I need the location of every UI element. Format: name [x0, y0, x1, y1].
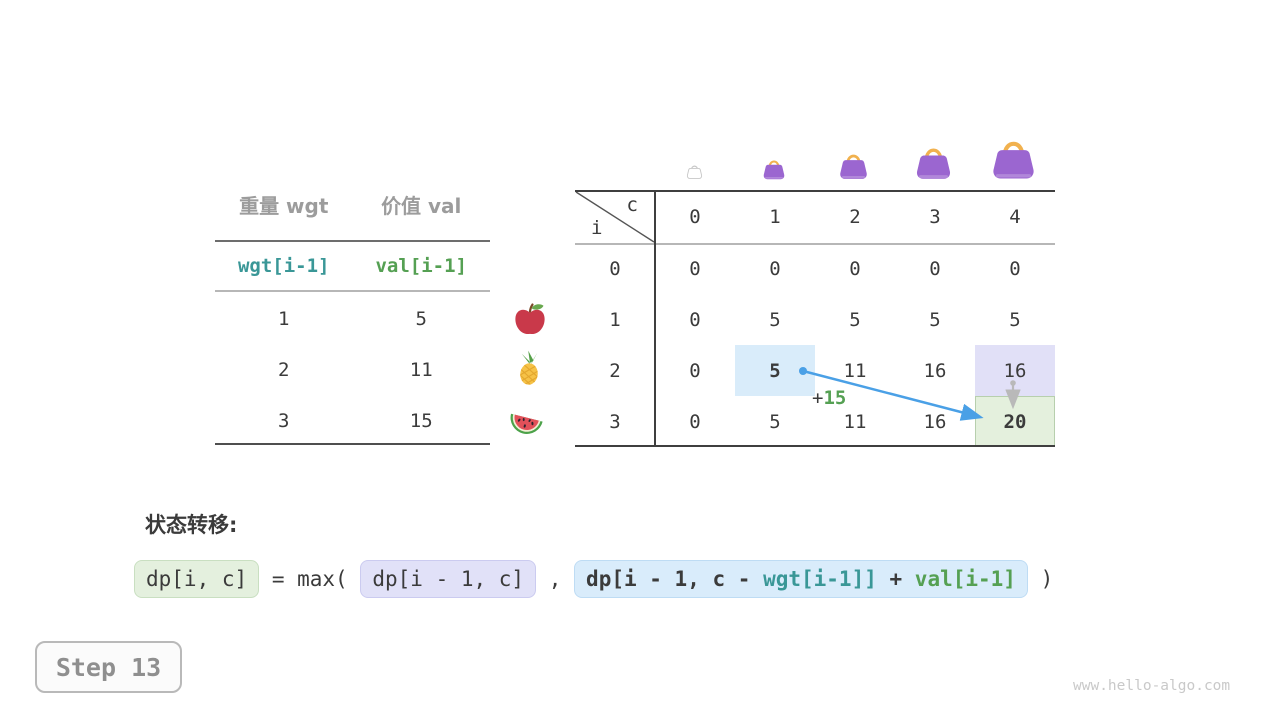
items-row-2: 2 11: [215, 344, 490, 395]
bag-large-icon: [914, 143, 953, 180]
spacer: [1028, 567, 1041, 591]
dp-cell-3-0: 0: [689, 410, 701, 433]
spacer: [348, 567, 361, 591]
dp-cell-1-2: 5: [849, 308, 861, 331]
equals-sign: [259, 567, 272, 591]
option2-wgt-term: wgt[i-1]]: [763, 567, 877, 591]
dp-cell-2-0: 0: [689, 359, 701, 382]
dp-row-header-3: 3: [609, 410, 621, 433]
dp-cell-1-4: 5: [1009, 308, 1021, 331]
transition-formula: dp[i, c] = max( dp[i - 1, c] , dp[i - 1,…: [134, 560, 1053, 598]
comma-token: ,: [548, 567, 562, 591]
items-table-rule-top: [215, 240, 490, 242]
dp-cell-2-1: 5: [769, 359, 781, 382]
formula-lhs-box: dp[i, c]: [134, 560, 260, 598]
items-table-rule-middle: [215, 290, 490, 292]
dp-cell-3-1: 5: [769, 410, 781, 433]
dp-cell-0-3: 0: [929, 257, 941, 280]
dp-cell-1-3: 5: [929, 308, 941, 331]
step-badge: Step 13: [35, 641, 182, 693]
bag-xlarge-icon: [990, 135, 1037, 180]
dp-cell-0-1: 0: [769, 257, 781, 280]
dp-col-header-2: 2: [849, 205, 861, 228]
spacer: [536, 567, 549, 591]
dp-cell-0-4: 0: [1009, 257, 1021, 280]
col-variable-label: c: [626, 194, 638, 216]
items-symbol-row: wgt[i-1] val[i-1]: [215, 240, 490, 291]
dp-cell-1-1: 5: [769, 308, 781, 331]
items-row-1: 1 5: [215, 293, 490, 344]
items-table-header: 重量 wgt 价值 val: [215, 190, 490, 232]
item-3-value: 15: [409, 409, 433, 432]
pineapple-icon: [519, 350, 539, 386]
dp-corner-cell: c i: [575, 190, 655, 243]
apple-icon: [515, 303, 545, 335]
item-1-weight: 1: [278, 307, 290, 330]
dp-table-rule-bottom: [575, 444, 1055, 447]
item-3-weight: 3: [278, 409, 290, 432]
option2-plus: +: [876, 567, 915, 591]
dp-table-rule-top: [575, 190, 1055, 192]
formula-option1-box: dp[i - 1, c]: [360, 560, 537, 598]
dp-row-header-2: 2: [609, 359, 621, 382]
item-1-value: 5: [415, 307, 427, 330]
option2-val-term: val[i-1]: [914, 567, 1016, 591]
bag-small-icon: [762, 157, 786, 180]
item-2-weight: 2: [278, 358, 290, 381]
wgt-symbol: wgt[i-1]: [237, 254, 330, 277]
dp-col-header-1: 1: [769, 205, 781, 228]
val-symbol: val[i-1]: [375, 254, 467, 277]
dp-table-vertical-separator: [654, 190, 656, 447]
items-table: 重量 wgt 价值 val wgt[i-1] val[i-1] 1 5 2 11…: [215, 190, 490, 446]
row-variable-label: i: [591, 217, 603, 239]
dp-cell-0-0: 0: [689, 257, 701, 280]
item-2-value: 11: [409, 358, 433, 381]
max-open-token: max(: [297, 567, 348, 591]
spacer: [284, 567, 297, 591]
items-table-rule-bottom: [215, 443, 490, 445]
dp-col-header-3: 3: [929, 205, 941, 228]
spacer: [561, 567, 574, 591]
dp-col-header-0: 0: [689, 205, 701, 228]
dp-row-header-1: 1: [609, 308, 621, 331]
transition-heading: 状态转移:: [145, 513, 238, 537]
dp-cell-2-4: 16: [1003, 359, 1027, 382]
watermelon-icon: [510, 413, 543, 434]
close-paren-token: ): [1040, 567, 1054, 591]
bag-medium-icon: [838, 150, 869, 180]
option2-prefix: dp[i - 1, c -: [586, 567, 764, 591]
bag-ghost-icon: [686, 163, 703, 179]
added-value: 15: [823, 387, 847, 409]
plus-sign: +: [812, 387, 824, 409]
corner-diagonal-line: [575, 191, 655, 243]
col-header-weight: 重量 wgt: [239, 194, 329, 218]
equals-token: =: [271, 567, 285, 591]
formula-option2-box: dp[i - 1, c - wgt[i-1]] + val[i-1]: [574, 560, 1028, 598]
col-header-value: 价值 val: [381, 194, 462, 218]
dp-row-header-0: 0: [609, 257, 621, 280]
items-row-3: 3 15: [215, 395, 490, 446]
dp-cell-2-3: 16: [923, 359, 947, 382]
dp-table-rule-header: [575, 243, 1055, 245]
dp-cell-1-0: 0: [689, 308, 701, 331]
dp-cell-3-3: 16: [923, 410, 947, 433]
dp-cell-0-2: 0: [849, 257, 861, 280]
dp-table: c i 0 1 2 3 4 0 0 0 0 0 0 1 0 5 5 5 5 2 …: [575, 190, 1055, 447]
added-value-annotation: +15: [812, 388, 846, 409]
highlight-option-cell: [975, 345, 1055, 396]
dp-cell-3-4: 20: [1003, 410, 1027, 433]
dp-col-header-4: 4: [1009, 205, 1021, 228]
watermark: www.hello-algo.com: [1073, 678, 1231, 694]
